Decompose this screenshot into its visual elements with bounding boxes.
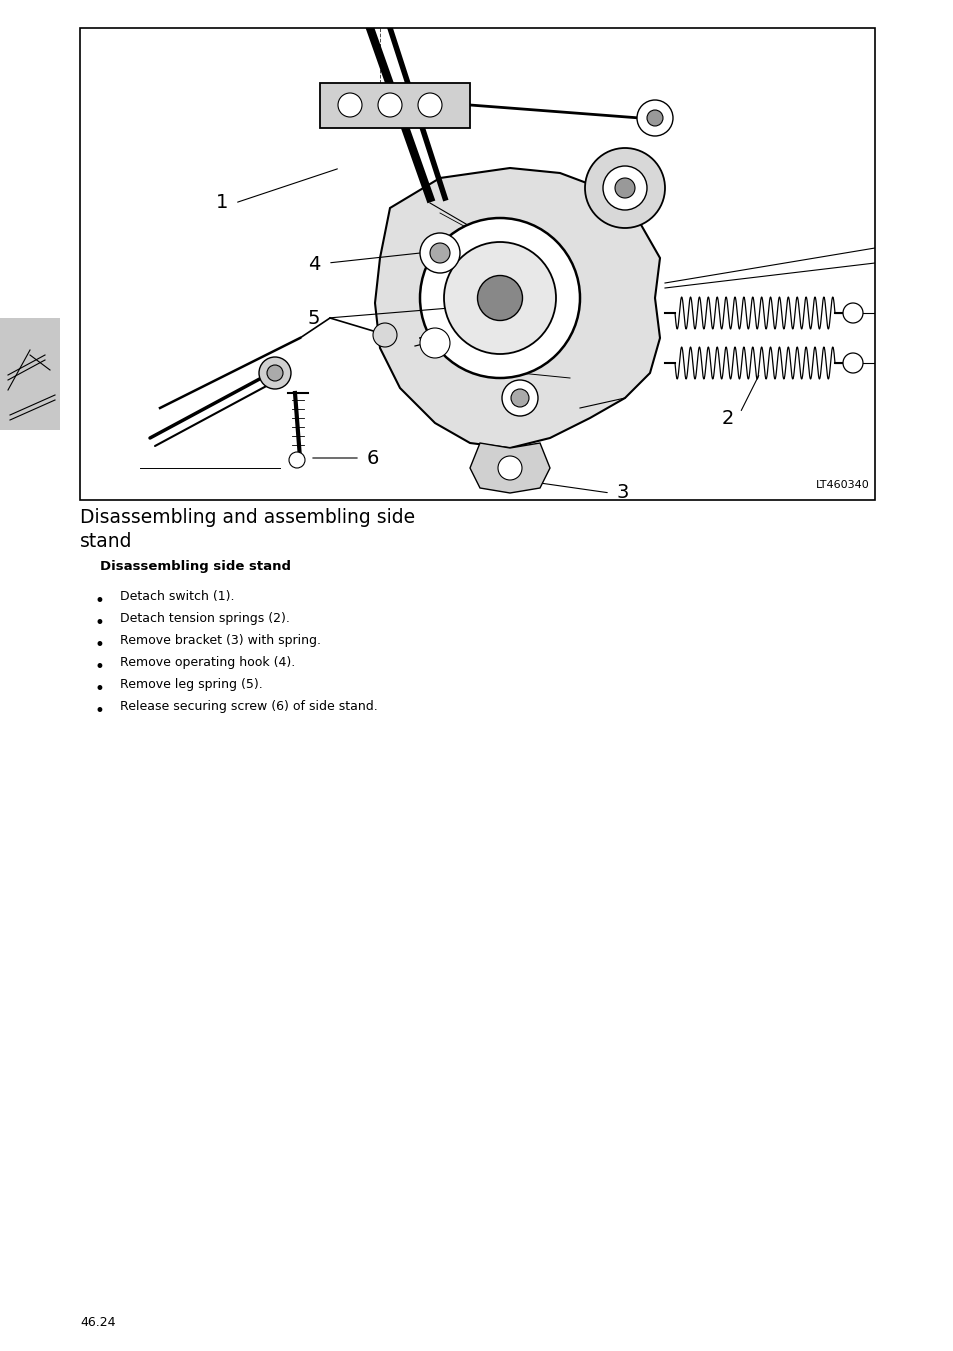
Polygon shape [319, 82, 470, 128]
Text: 6: 6 [367, 449, 379, 467]
Circle shape [443, 242, 556, 354]
Circle shape [477, 276, 522, 320]
Text: •: • [95, 680, 105, 698]
Text: 3: 3 [617, 484, 629, 503]
Bar [80, 28, 874, 500]
Circle shape [842, 303, 862, 323]
Text: 46.24: 46.24 [80, 1316, 115, 1329]
Circle shape [602, 166, 646, 209]
Text: Disassembling side stand: Disassembling side stand [100, 561, 291, 573]
Circle shape [419, 232, 459, 273]
Circle shape [511, 389, 529, 407]
Text: 4: 4 [307, 254, 319, 273]
Text: 2: 2 [721, 408, 734, 427]
Text: Disassembling and assembling side
stand: Disassembling and assembling side stand [80, 508, 415, 551]
Circle shape [419, 328, 450, 358]
Circle shape [501, 380, 537, 416]
Circle shape [646, 109, 662, 126]
Text: •: • [95, 613, 105, 632]
Bar [0, 317, 60, 430]
Text: LT460340: LT460340 [816, 480, 869, 490]
Text: Remove leg spring (5).: Remove leg spring (5). [120, 678, 262, 690]
Text: 1: 1 [215, 193, 228, 212]
Circle shape [637, 100, 672, 136]
Circle shape [430, 243, 450, 263]
Circle shape [258, 357, 291, 389]
Circle shape [289, 453, 305, 467]
Text: Release securing screw (6) of side stand.: Release securing screw (6) of side stand… [120, 700, 377, 713]
Circle shape [373, 323, 396, 347]
Text: 5: 5 [307, 308, 319, 327]
Circle shape [267, 365, 283, 381]
Text: Remove bracket (3) with spring.: Remove bracket (3) with spring. [120, 634, 320, 647]
Text: •: • [95, 592, 105, 611]
Text: •: • [95, 636, 105, 654]
Text: Remove operating hook (4).: Remove operating hook (4). [120, 657, 294, 669]
Circle shape [615, 178, 635, 199]
Circle shape [419, 218, 579, 378]
Circle shape [337, 93, 361, 118]
Circle shape [417, 93, 441, 118]
Polygon shape [375, 168, 659, 449]
Circle shape [584, 149, 664, 228]
Text: •: • [95, 658, 105, 676]
Polygon shape [470, 443, 550, 493]
Circle shape [497, 457, 521, 480]
Text: Detach tension springs (2).: Detach tension springs (2). [120, 612, 290, 626]
Text: •: • [95, 703, 105, 720]
Text: Detach switch (1).: Detach switch (1). [120, 590, 234, 603]
Circle shape [842, 353, 862, 373]
Circle shape [377, 93, 401, 118]
